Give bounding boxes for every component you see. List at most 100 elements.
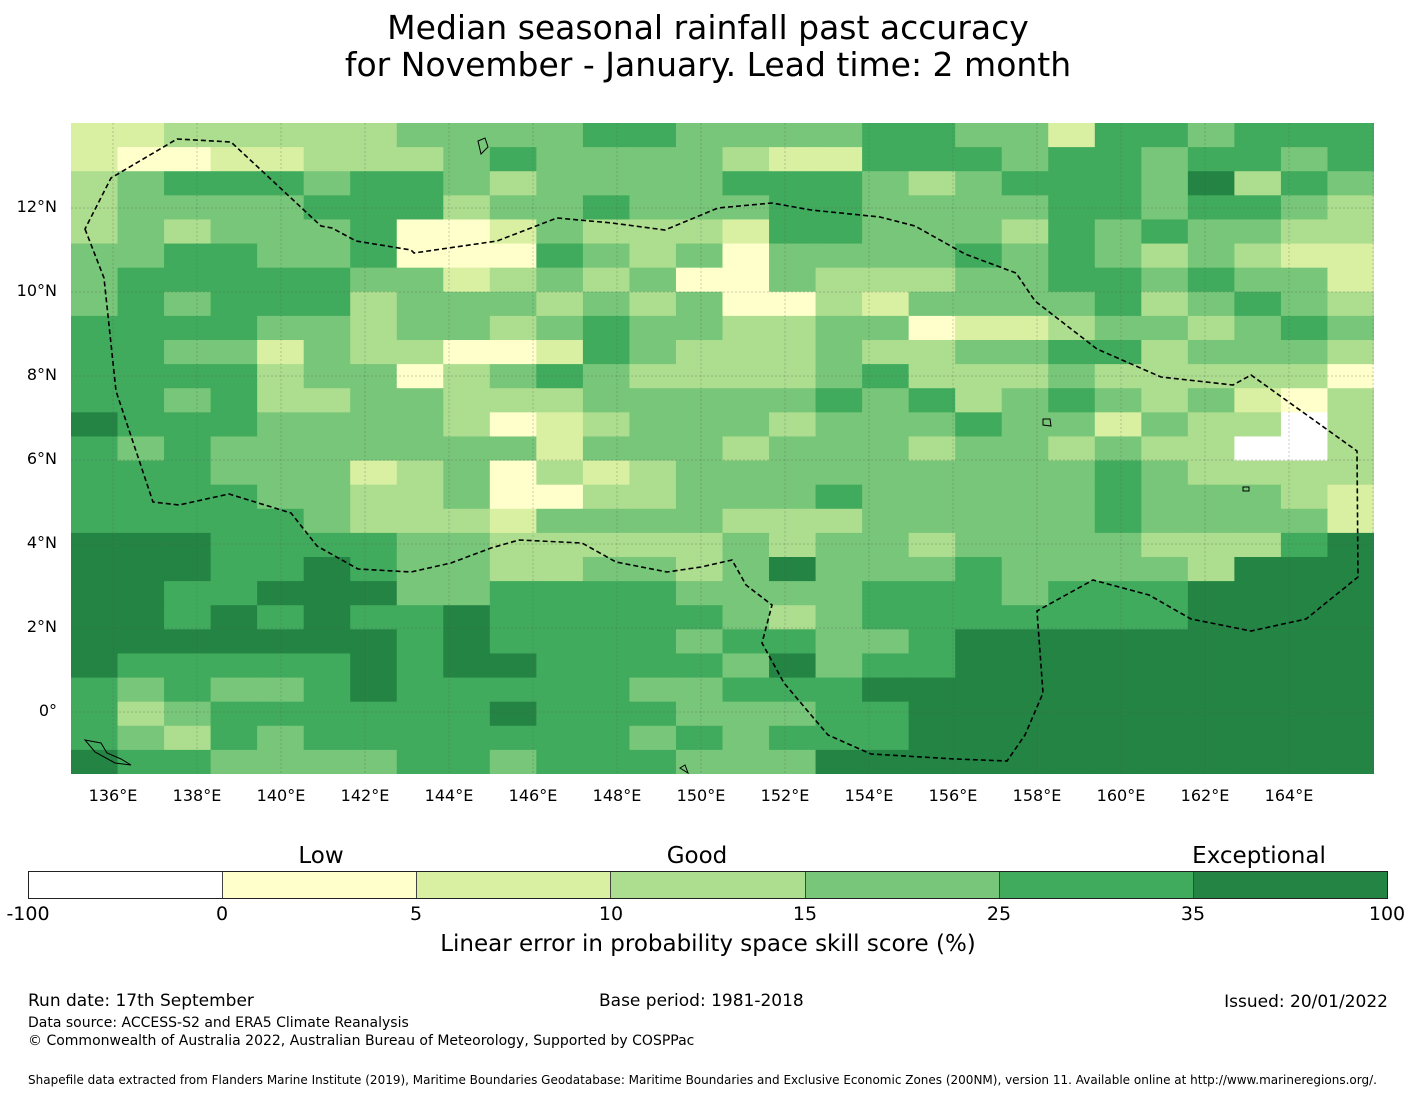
grid-cell: [1048, 412, 1096, 438]
grid-cell: [350, 123, 398, 148]
grid-cell: [815, 219, 863, 245]
grid-cell: [1048, 557, 1096, 582]
grid-cell: [1094, 340, 1142, 365]
grid-cell: [1141, 508, 1189, 534]
grid-cell: [629, 243, 677, 269]
grid-cell: [489, 653, 537, 679]
grid-cell: [1001, 484, 1049, 510]
grid-cell: [1001, 315, 1049, 341]
grid-cell: [955, 315, 1003, 341]
lon-label: 164°E: [1264, 786, 1314, 805]
grid-cell: [489, 123, 537, 148]
grid-cell: [1234, 557, 1282, 582]
colorbar-tick: 35: [1180, 903, 1206, 925]
grid-cell: [257, 749, 305, 774]
grid-cell: [1001, 725, 1049, 751]
grid-cell: [1280, 267, 1329, 293]
grid-cell: [1327, 532, 1374, 558]
grid-cell: [582, 195, 631, 221]
grid-cell: [815, 436, 863, 462]
grid-cell: [257, 677, 305, 703]
grid-cell: [1094, 653, 1142, 679]
grid-cell: [1141, 388, 1189, 413]
grid-cell: [443, 484, 491, 510]
grid-cell: [1280, 460, 1329, 486]
grid-cell: [769, 508, 817, 534]
grid-cell: [1327, 436, 1374, 462]
grid-cell: [536, 484, 584, 510]
grid-cell: [210, 171, 258, 196]
grid-cell: [1234, 219, 1282, 245]
grid-cell: [1141, 436, 1189, 462]
grid-cell: [955, 605, 1003, 630]
island-outline: [1242, 486, 1250, 492]
grid-cell: [489, 605, 537, 630]
grid-cell: [536, 605, 584, 630]
grid-cell: [117, 581, 165, 606]
grid-cell: [955, 701, 1003, 727]
grid-cell: [164, 460, 212, 486]
grid-cell: [1141, 605, 1189, 630]
grid-cell: [1001, 267, 1049, 293]
grid-cell: [722, 653, 770, 679]
grid-cell: [257, 653, 305, 679]
grid-cell: [164, 340, 212, 365]
grid-cell: [257, 219, 305, 245]
grid-cell: [1327, 340, 1374, 365]
grid-cell: [1001, 171, 1049, 196]
grid-cell: [1327, 219, 1374, 245]
grid-cell: [71, 749, 119, 774]
grid-cell: [1234, 195, 1282, 221]
lon-label: 162°E: [1180, 786, 1230, 805]
grid-cell: [164, 388, 212, 413]
grid-cell: [1094, 364, 1142, 389]
skill-score-grid: [71, 123, 1374, 774]
grid-cell: [1001, 701, 1049, 727]
grid-cell: [489, 436, 537, 462]
grid-cell: [443, 701, 491, 727]
grid-cell: [71, 315, 119, 341]
grid-cell: [303, 219, 351, 245]
colorbar-segment: [805, 872, 1000, 898]
grid-cell: [908, 557, 956, 582]
grid-cell: [303, 629, 351, 655]
grid-cell: [1234, 629, 1282, 655]
grid-cell: [117, 436, 165, 462]
grid-cell: [722, 123, 770, 148]
grid-cell: [117, 653, 165, 679]
lat-label-4n: 4°N: [26, 533, 57, 552]
grid-cell: [1141, 364, 1189, 389]
grid-cell: [489, 243, 537, 269]
grid-cell: [908, 147, 956, 172]
grid-cell: [443, 436, 491, 462]
grid-cell: [71, 605, 119, 630]
grid-cell: [1327, 291, 1374, 317]
grid-cell: [210, 532, 258, 558]
grid-cell: [862, 629, 910, 655]
grid-cell: [769, 243, 817, 269]
grid-cell: [1001, 147, 1049, 172]
grid-cell: [1187, 725, 1235, 751]
grid-cell: [117, 291, 165, 317]
grid-cell: [1234, 412, 1282, 438]
grid-cell: [1327, 653, 1374, 679]
grid-cell: [71, 532, 119, 558]
grid-cell: [1187, 677, 1235, 703]
grid-cell: [1187, 557, 1235, 582]
grid-cell: [1141, 725, 1189, 751]
grid-cell: [164, 267, 212, 293]
grid-cell: [396, 725, 444, 751]
grid-cell: [1280, 532, 1329, 558]
grid-cell: [350, 171, 398, 196]
grid-cell: [443, 291, 491, 317]
grid-cell: [815, 557, 863, 582]
grid-cell: [582, 412, 631, 438]
grid-cell: [1327, 243, 1374, 269]
grid-cell: [1048, 725, 1096, 751]
grid-cell: [71, 388, 119, 413]
grid-cell: [350, 195, 398, 221]
grid-cell: [164, 677, 212, 703]
grid-cell: [117, 557, 165, 582]
grid-cell: [489, 219, 537, 245]
grid-cell: [303, 364, 351, 389]
